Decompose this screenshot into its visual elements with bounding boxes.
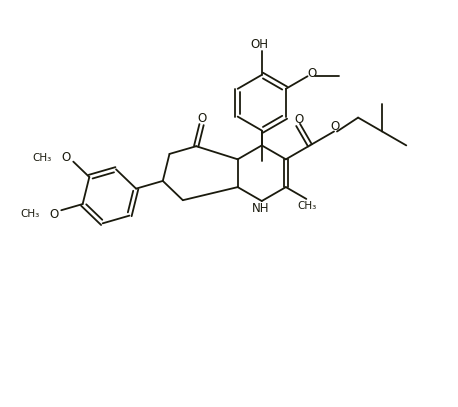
Text: OH: OH [251, 38, 269, 51]
Text: O: O [294, 114, 304, 127]
Text: O: O [50, 208, 59, 221]
Text: O: O [330, 120, 340, 133]
Text: O: O [197, 112, 206, 125]
Text: O: O [307, 67, 316, 80]
Text: CH₃: CH₃ [32, 153, 51, 163]
Text: CH₃: CH₃ [20, 209, 39, 219]
Text: O: O [62, 151, 71, 164]
Text: CH₃: CH₃ [298, 201, 317, 211]
Text: NH: NH [252, 202, 269, 215]
